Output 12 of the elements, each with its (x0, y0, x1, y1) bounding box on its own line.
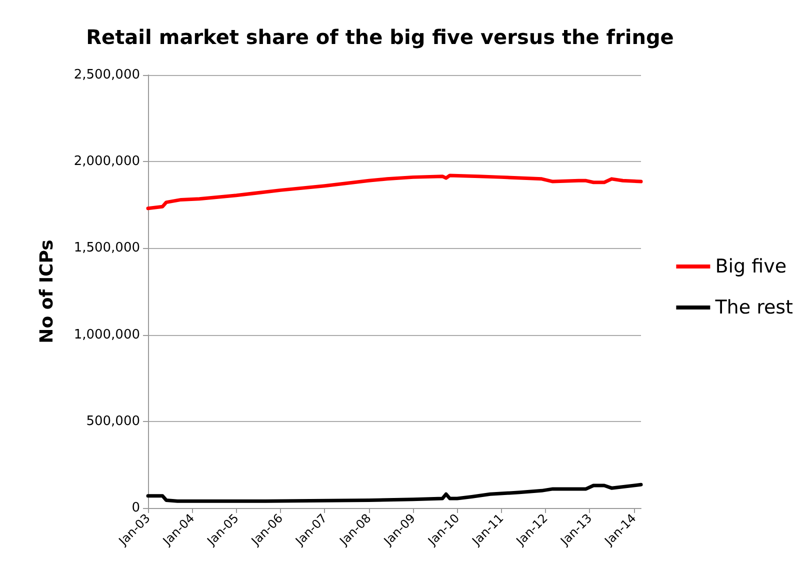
chart-title: Retail market share of the big five versus the fringe (86, 25, 674, 49)
y-tick-label: 2,000,000 (74, 154, 140, 170)
y-axis-title: No of ICPs (36, 240, 58, 344)
legend-label: The rest (714, 296, 794, 318)
y-tick-label: 2,500,000 (74, 68, 140, 82)
legend-label: Big five (715, 256, 787, 278)
y-tick-label: 500,000 (86, 414, 140, 429)
y-tick-label: 1,000,000 (74, 327, 140, 342)
y-tick-label: 1,500,000 (74, 240, 140, 256)
line-series (146, 482, 643, 503)
line-series (146, 174, 643, 210)
y-tick-label: 0 (132, 500, 140, 516)
